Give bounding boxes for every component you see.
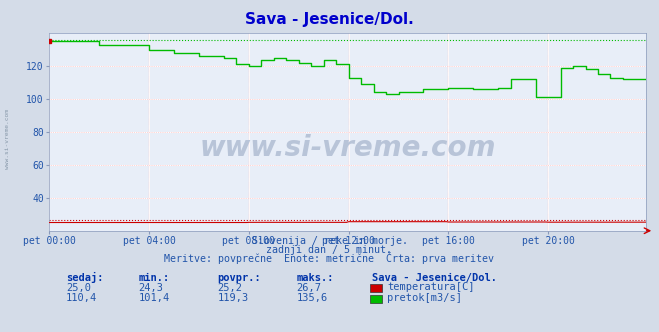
Text: 135,6: 135,6 [297,293,328,303]
Text: 101,4: 101,4 [138,293,169,303]
Text: 25,2: 25,2 [217,283,243,292]
Text: min.:: min.: [138,273,169,283]
Text: www.si-vreme.com: www.si-vreme.com [200,134,496,162]
Text: 24,3: 24,3 [138,283,163,292]
Text: povpr.:: povpr.: [217,273,261,283]
Text: Sava - Jesenice/Dol.: Sava - Jesenice/Dol. [245,12,414,27]
Text: Slovenija / reke in morje.: Slovenija / reke in morje. [252,236,407,246]
Text: Meritve: povprečne  Enote: metrične  Črta: prva meritev: Meritve: povprečne Enote: metrične Črta:… [165,252,494,264]
Text: 25,0: 25,0 [66,283,91,292]
Text: 119,3: 119,3 [217,293,248,303]
Text: www.si-vreme.com: www.si-vreme.com [5,110,11,169]
Text: sedaj:: sedaj: [66,272,103,283]
Text: zadnji dan / 5 minut.: zadnji dan / 5 minut. [266,245,393,255]
Text: 110,4: 110,4 [66,293,97,303]
Text: Sava - Jesenice/Dol.: Sava - Jesenice/Dol. [372,273,498,283]
Text: temperatura[C]: temperatura[C] [387,283,475,292]
Text: maks.:: maks.: [297,273,334,283]
Text: pretok[m3/s]: pretok[m3/s] [387,293,463,303]
Text: 26,7: 26,7 [297,283,322,292]
